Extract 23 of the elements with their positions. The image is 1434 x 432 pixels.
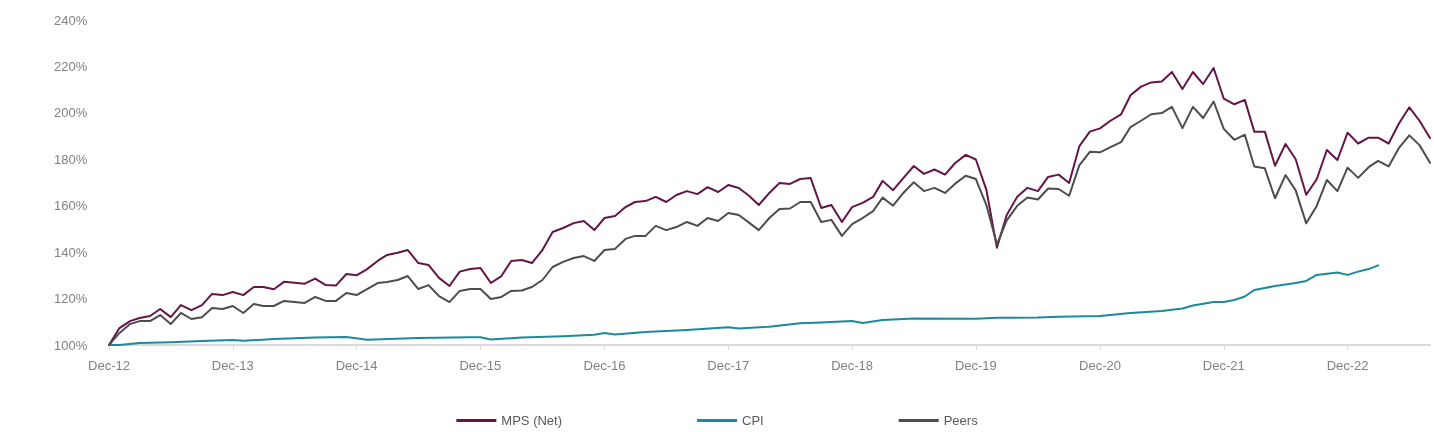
y-tick-label: 180% [54, 151, 88, 167]
line-series [108, 264, 1380, 346]
y-tick-label: 120% [54, 291, 88, 307]
x-tick-label: Dec-19 [954, 358, 997, 373]
x-tick-label: Dec-14 [335, 358, 378, 373]
x-tick-label: Dec-13 [211, 358, 254, 373]
x-tick-label: Dec-18 [831, 358, 874, 373]
x-tick-label: Dec-16 [583, 358, 626, 373]
y-tick-label: 140% [54, 244, 88, 260]
legend-label: MPS (Net) [501, 413, 563, 428]
x-tick-label: Dec-15 [459, 358, 502, 373]
y-tick-label: 160% [54, 198, 88, 214]
x-tick-label: Dec-12 [88, 358, 130, 373]
y-tick-label: 200% [54, 105, 88, 121]
y-tick-label: 220% [54, 58, 88, 74]
y-tick-label: 240% [54, 12, 88, 28]
x-tick-label: Dec-17 [707, 358, 750, 373]
x-tick-label: Dec-20 [1079, 358, 1121, 373]
y-tick-label: 100% [54, 337, 88, 353]
legend-label: CPI [742, 413, 764, 428]
x-tick-label: Dec-22 [1326, 358, 1369, 373]
legend-label: Peers [943, 413, 979, 428]
x-tick-label: Dec-21 [1202, 358, 1245, 373]
